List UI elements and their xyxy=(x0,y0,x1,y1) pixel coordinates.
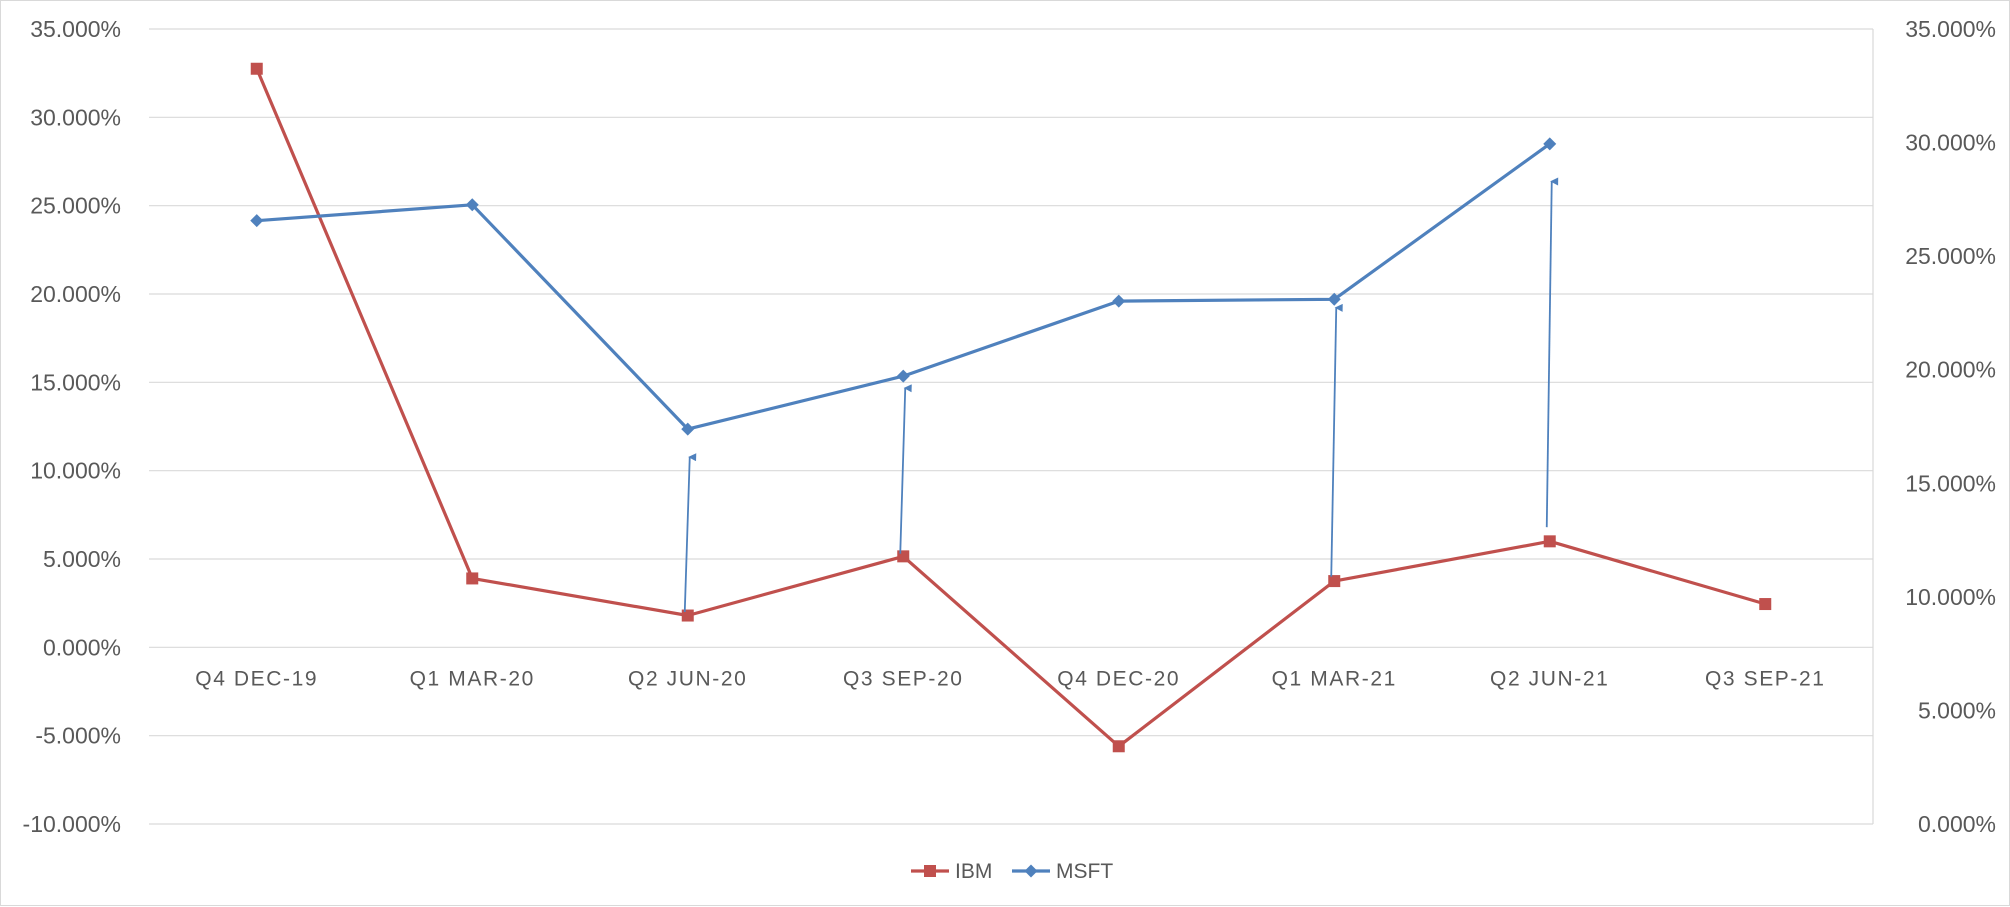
series-line-msft xyxy=(256,142,1551,431)
left-tick-label: 30.000% xyxy=(30,104,121,130)
data-point-ibm xyxy=(1759,598,1772,611)
right-tick-label: 5.000% xyxy=(1918,697,1996,723)
category-label: Q1 MAR-21 xyxy=(1272,667,1397,690)
data-point-ibm xyxy=(897,550,910,563)
data-point-msft xyxy=(681,422,695,436)
data-point-msft xyxy=(465,198,479,212)
category-axis: Q4 DEC-19 Q1 MAR-20 Q2 JUN-20 Q3 SEP-20 Q4 D… xyxy=(195,667,1826,690)
left-tick-label: -5.000% xyxy=(35,723,121,749)
right-tick-label: 0.000% xyxy=(1918,811,1996,837)
data-point-msft xyxy=(1543,137,1557,151)
data-point-ibm xyxy=(1543,535,1556,548)
data-point-msft xyxy=(1112,294,1126,308)
data-point-ibm xyxy=(466,572,479,585)
category-label: Q2 JUN-20 xyxy=(628,667,747,690)
right-tick-label: 35.000% xyxy=(1905,16,1996,42)
series-layer xyxy=(250,62,1772,753)
left-tick-label: 0.000% xyxy=(43,634,121,660)
category-label: Q1 MAR-20 xyxy=(410,667,535,690)
category-label: Q3 SEP-20 xyxy=(843,667,964,690)
data-point-ibm xyxy=(1112,740,1125,753)
legend-label-msft: MSFT xyxy=(1056,860,1113,883)
right-tick-label: 30.000% xyxy=(1905,130,1996,156)
category-label: Q2 JUN-21 xyxy=(1490,667,1609,690)
legend: IBM MSFT xyxy=(911,860,1113,883)
left-tick-label: 10.000% xyxy=(30,458,121,484)
left-tick-label: -10.000% xyxy=(23,811,121,837)
series-line-ibm xyxy=(255,68,1766,748)
right-tick-label: 15.000% xyxy=(1905,470,1996,496)
annotation-arrow xyxy=(899,384,912,554)
category-label: Q4 DEC-20 xyxy=(1057,667,1180,690)
category-label: Q3 SEP-21 xyxy=(1705,667,1826,690)
annotation-arrows xyxy=(683,177,1559,613)
right-axis: 35.000% 30.000% 25.000% 20.000% 15.000% 10.00… xyxy=(1872,16,1996,837)
left-tick-label: 15.000% xyxy=(30,369,121,395)
left-tick-label: 20.000% xyxy=(30,281,121,307)
data-point-msft xyxy=(250,214,264,228)
right-tick-label: 20.000% xyxy=(1905,357,1996,383)
data-point-msft xyxy=(896,369,910,383)
legend-marker-ibm xyxy=(924,865,936,877)
gridlines xyxy=(149,28,1873,825)
data-point-ibm xyxy=(681,609,694,622)
left-tick-label: 5.000% xyxy=(43,546,121,572)
left-tick-label: 35.000% xyxy=(30,16,121,42)
annotation-arrow xyxy=(1545,177,1559,528)
left-tick-label: 25.000% xyxy=(30,193,121,219)
annotation-arrow xyxy=(1330,303,1343,577)
legend-marker-msft xyxy=(1024,864,1038,878)
annotation-arrow xyxy=(683,453,697,613)
data-point-ibm xyxy=(1328,575,1341,588)
category-label: Q4 DEC-19 xyxy=(195,667,318,690)
right-tick-label: 25.000% xyxy=(1905,243,1996,269)
data-point-ibm xyxy=(250,62,263,75)
left-axis: 35.000% 30.000% 25.000% 20.000% 15.000% 10.00… xyxy=(23,16,121,837)
legend-label-ibm: IBM xyxy=(955,860,992,883)
data-point-msft xyxy=(1327,292,1341,306)
right-tick-label: 10.000% xyxy=(1905,584,1996,610)
